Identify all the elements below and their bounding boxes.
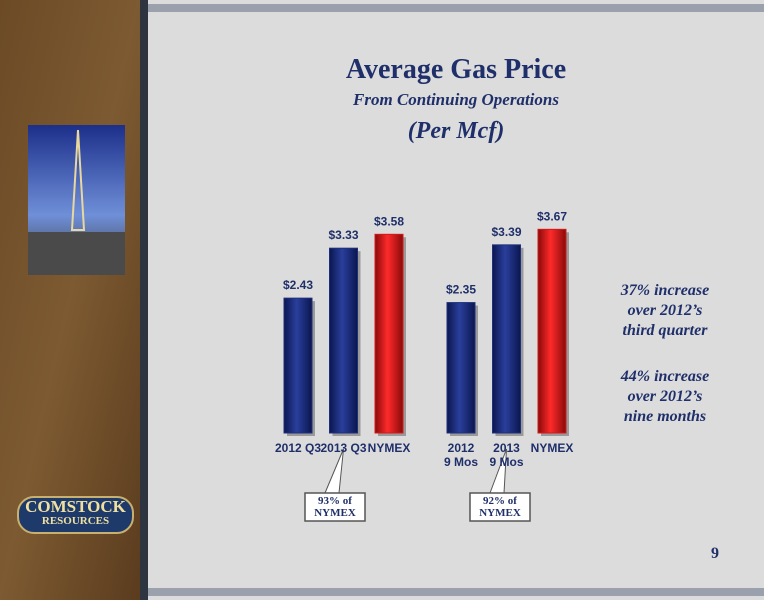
bar: [329, 247, 358, 434]
logo: [17, 496, 134, 534]
value-label: $3.39: [491, 225, 521, 239]
bottom-border: [148, 588, 764, 596]
top-border: [148, 4, 764, 12]
callout-box: [304, 492, 366, 522]
value-label: $3.67: [537, 209, 567, 223]
rig-ground: [28, 232, 125, 275]
x-tick-label: 2012 9 Mos: [443, 441, 478, 469]
content-panel: [140, 0, 764, 600]
bar: [446, 302, 476, 434]
x-tick-label: 2013 Q3: [320, 441, 367, 455]
note: 44% increase over 2012’s nine months: [620, 368, 710, 425]
callout-box: [469, 492, 531, 522]
value-label: $2.35: [446, 283, 476, 297]
x-tick-label: 2013 9 Mos: [489, 441, 524, 469]
bar: [492, 244, 521, 434]
logo-text: COMSTOCK: [25, 497, 126, 516]
unit-label: (Per Mcf): [407, 118, 505, 144]
divider: [140, 0, 148, 600]
x-tick-label: NYMEX: [530, 441, 574, 455]
logo-text: RESOURCES: [41, 515, 110, 527]
subtitle: From Continuing Operations: [353, 90, 559, 109]
value-label: $3.33: [328, 228, 358, 242]
rig-tower: [70, 129, 86, 231]
callout-text: 93% of NYMEX: [314, 495, 356, 519]
callout-text: 92% of NYMEX: [479, 495, 521, 519]
page-number: 9: [711, 545, 719, 562]
value-label: $2.43: [283, 278, 313, 292]
bar: [374, 233, 404, 434]
note: 37% increase over 2012’s third quarter: [620, 282, 710, 339]
value-label: $3.58: [374, 214, 404, 228]
bar: [283, 297, 313, 434]
x-tick-label: 2012 Q3: [274, 441, 322, 455]
title: Average Gas Price: [345, 54, 567, 85]
bar: [537, 228, 567, 434]
x-tick-label: NYMEX: [367, 441, 411, 455]
